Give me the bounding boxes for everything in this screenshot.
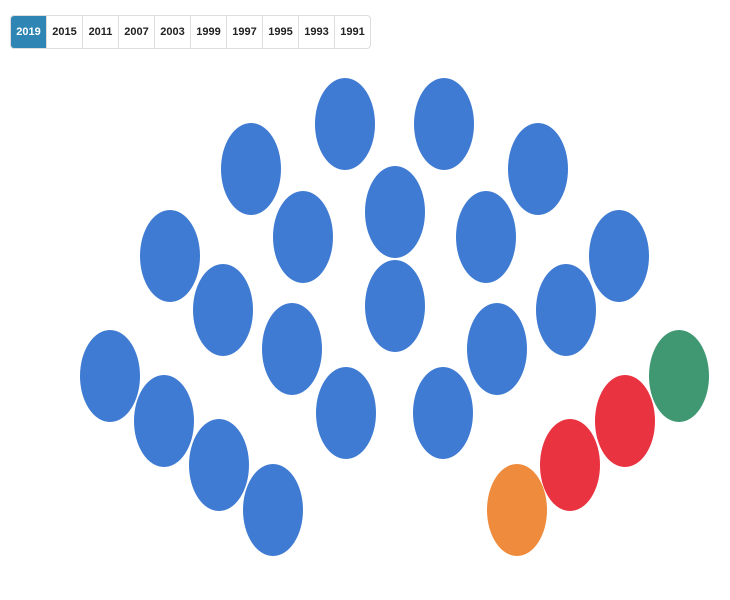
seat bbox=[456, 191, 516, 283]
seat bbox=[413, 367, 473, 459]
year-tab[interactable]: 1997 bbox=[227, 16, 263, 48]
year-tab[interactable]: 2015 bbox=[47, 16, 83, 48]
seat bbox=[273, 191, 333, 283]
seat bbox=[467, 303, 527, 395]
year-tab[interactable]: 1995 bbox=[263, 16, 299, 48]
seat bbox=[80, 330, 140, 422]
seat bbox=[365, 166, 425, 258]
seat bbox=[589, 210, 649, 302]
seat bbox=[315, 78, 375, 170]
seat bbox=[316, 367, 376, 459]
seat bbox=[134, 375, 194, 467]
seat bbox=[595, 375, 655, 467]
year-tabs: 2019 2015 2011 2007 2003 1999 1997 1995 1993 1991 bbox=[10, 15, 371, 49]
seat bbox=[140, 210, 200, 302]
seat bbox=[189, 419, 249, 511]
year-tab[interactable]: 1993 bbox=[299, 16, 335, 48]
year-tab[interactable]: 2019 bbox=[11, 16, 47, 48]
seat bbox=[365, 260, 425, 352]
seat bbox=[193, 264, 253, 356]
seat bbox=[540, 419, 600, 511]
year-tab[interactable]: 2007 bbox=[119, 16, 155, 48]
year-tab[interactable]: 1999 bbox=[191, 16, 227, 48]
seat bbox=[536, 264, 596, 356]
seat bbox=[414, 78, 474, 170]
seat bbox=[649, 330, 709, 422]
year-tab[interactable]: 1991 bbox=[340, 26, 365, 38]
year-tab[interactable]: 2003 bbox=[155, 16, 191, 48]
seat bbox=[221, 123, 281, 215]
seat bbox=[262, 303, 322, 395]
seat bbox=[508, 123, 568, 215]
seat bbox=[243, 464, 303, 556]
year-tab[interactable]: 2011 bbox=[83, 16, 119, 48]
seat bbox=[487, 464, 547, 556]
